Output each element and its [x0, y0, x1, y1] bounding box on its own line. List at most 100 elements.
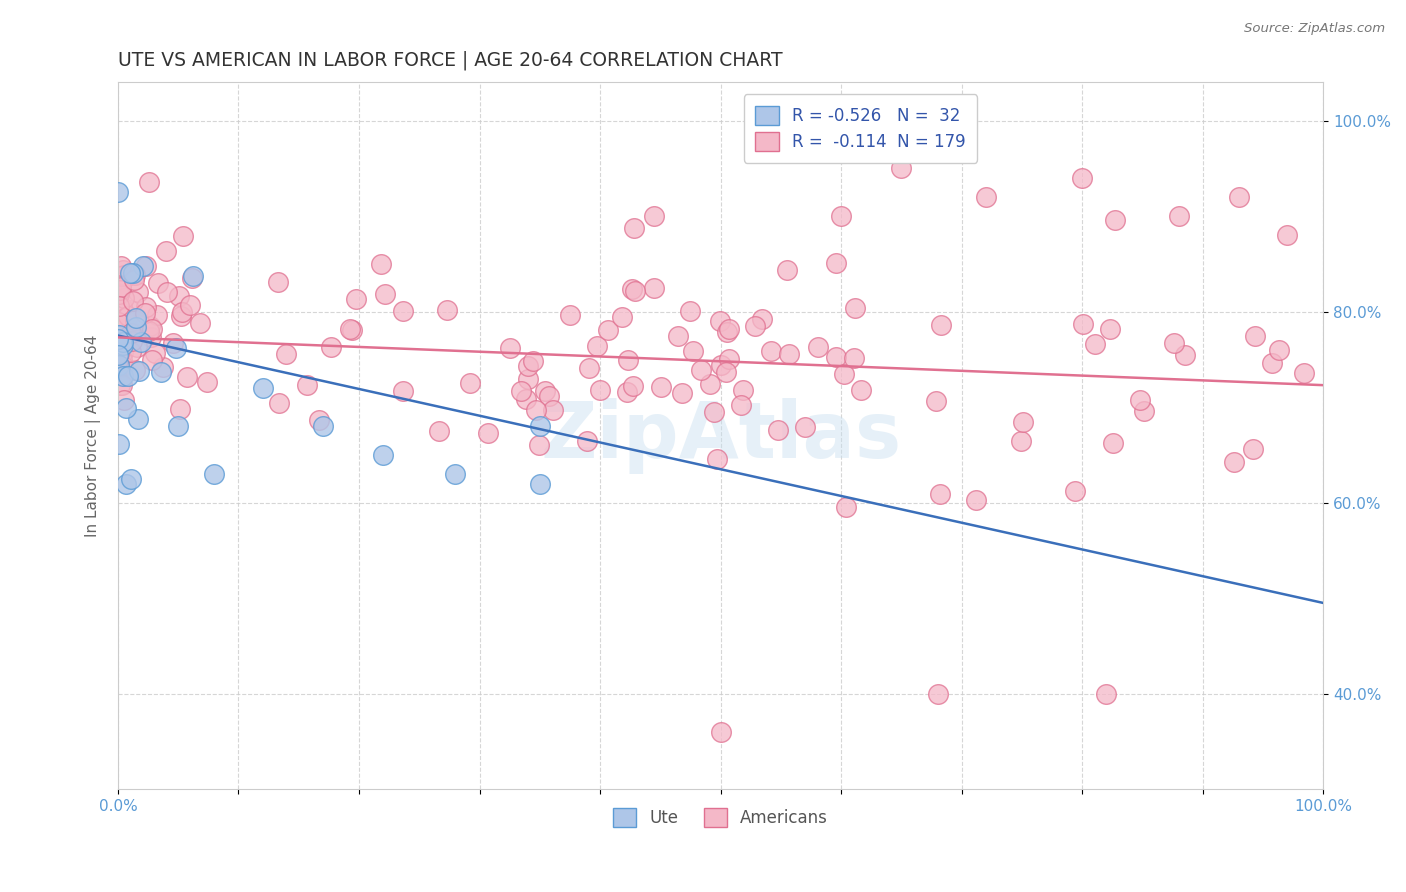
Legend: Ute, Americans: Ute, Americans [606, 801, 835, 834]
Point [308, 413, 330, 427]
Point [108, 299, 131, 313]
Point [169, 402, 191, 417]
Point [110, 282, 132, 296]
Point [596, 323, 619, 337]
Point [1244, 329, 1267, 343]
Point [111, 378, 134, 392]
Point [370, 257, 392, 271]
Point [131, 259, 153, 273]
Point [112, 291, 135, 305]
Point [108, 358, 131, 372]
Point [155, 244, 177, 259]
Point [124, 313, 146, 327]
Point [621, 379, 644, 393]
Point [1292, 366, 1315, 380]
Point [108, 437, 131, 451]
Point [120, 303, 142, 318]
Point [373, 448, 395, 462]
Point [107, 185, 129, 199]
Point [927, 687, 949, 701]
Point [703, 405, 725, 419]
Point [146, 276, 169, 290]
Point [134, 306, 156, 320]
Point [156, 285, 179, 300]
Point [643, 281, 665, 295]
Point [928, 487, 950, 501]
Point [766, 423, 789, 437]
Point [778, 347, 800, 361]
Point [179, 298, 201, 312]
Point [110, 259, 132, 273]
Point [716, 325, 738, 339]
Point [706, 451, 728, 466]
Point [623, 284, 645, 298]
Point [529, 476, 551, 491]
Point [135, 259, 157, 273]
Point [111, 345, 134, 359]
Point [830, 209, 852, 223]
Point [1223, 455, 1246, 469]
Point [576, 434, 599, 449]
Point [141, 322, 163, 336]
Point [617, 353, 640, 368]
Text: UTE VS AMERICAN IN LABOR FORCE | AGE 20-64 CORRELATION CHART: UTE VS AMERICAN IN LABOR FORCE | AGE 20-… [118, 51, 783, 70]
Point [842, 351, 865, 366]
Point [623, 221, 645, 235]
Point [744, 319, 766, 334]
Point [111, 353, 134, 368]
Text: ZipAtlas: ZipAtlas [540, 398, 901, 474]
Point [392, 384, 415, 399]
Point [344, 293, 367, 307]
Point [117, 368, 139, 383]
Point [436, 303, 458, 318]
Point [374, 287, 396, 301]
Point [267, 276, 290, 290]
Point [180, 271, 202, 285]
Point [1227, 190, 1250, 204]
Point [121, 334, 143, 348]
Point [121, 325, 143, 339]
Point [108, 378, 131, 392]
Point [110, 279, 132, 293]
Point [710, 725, 733, 739]
Point [666, 329, 689, 343]
Point [120, 266, 142, 280]
Point [1071, 170, 1094, 185]
Point [1098, 322, 1121, 336]
Point [167, 419, 190, 434]
Point [107, 316, 129, 330]
Point [172, 228, 194, 243]
Point [643, 209, 665, 223]
Point [844, 301, 866, 315]
Point [522, 354, 544, 368]
Point [108, 322, 131, 336]
Point [689, 363, 711, 377]
Point [391, 304, 413, 318]
Point [1102, 436, 1125, 450]
Point [1174, 348, 1197, 362]
Point [107, 364, 129, 378]
Point [267, 396, 290, 410]
Point [616, 384, 638, 399]
Point [825, 350, 848, 364]
Point [1071, 318, 1094, 332]
Point [181, 268, 204, 283]
Point [107, 359, 129, 373]
Point [129, 335, 152, 350]
Point [1268, 343, 1291, 357]
Point [1095, 687, 1118, 701]
Point [321, 340, 343, 354]
Point [682, 343, 704, 358]
Point [1241, 442, 1264, 457]
Point [274, 347, 297, 361]
Y-axis label: In Labor Force | Age 20-64: In Labor Force | Age 20-64 [86, 334, 101, 537]
Point [610, 310, 633, 325]
Point [516, 372, 538, 386]
Point [138, 175, 160, 189]
Point [167, 289, 190, 303]
Point [794, 419, 817, 434]
Point [1084, 337, 1107, 351]
Point [112, 334, 135, 349]
Point [114, 310, 136, 325]
Point [832, 368, 855, 382]
